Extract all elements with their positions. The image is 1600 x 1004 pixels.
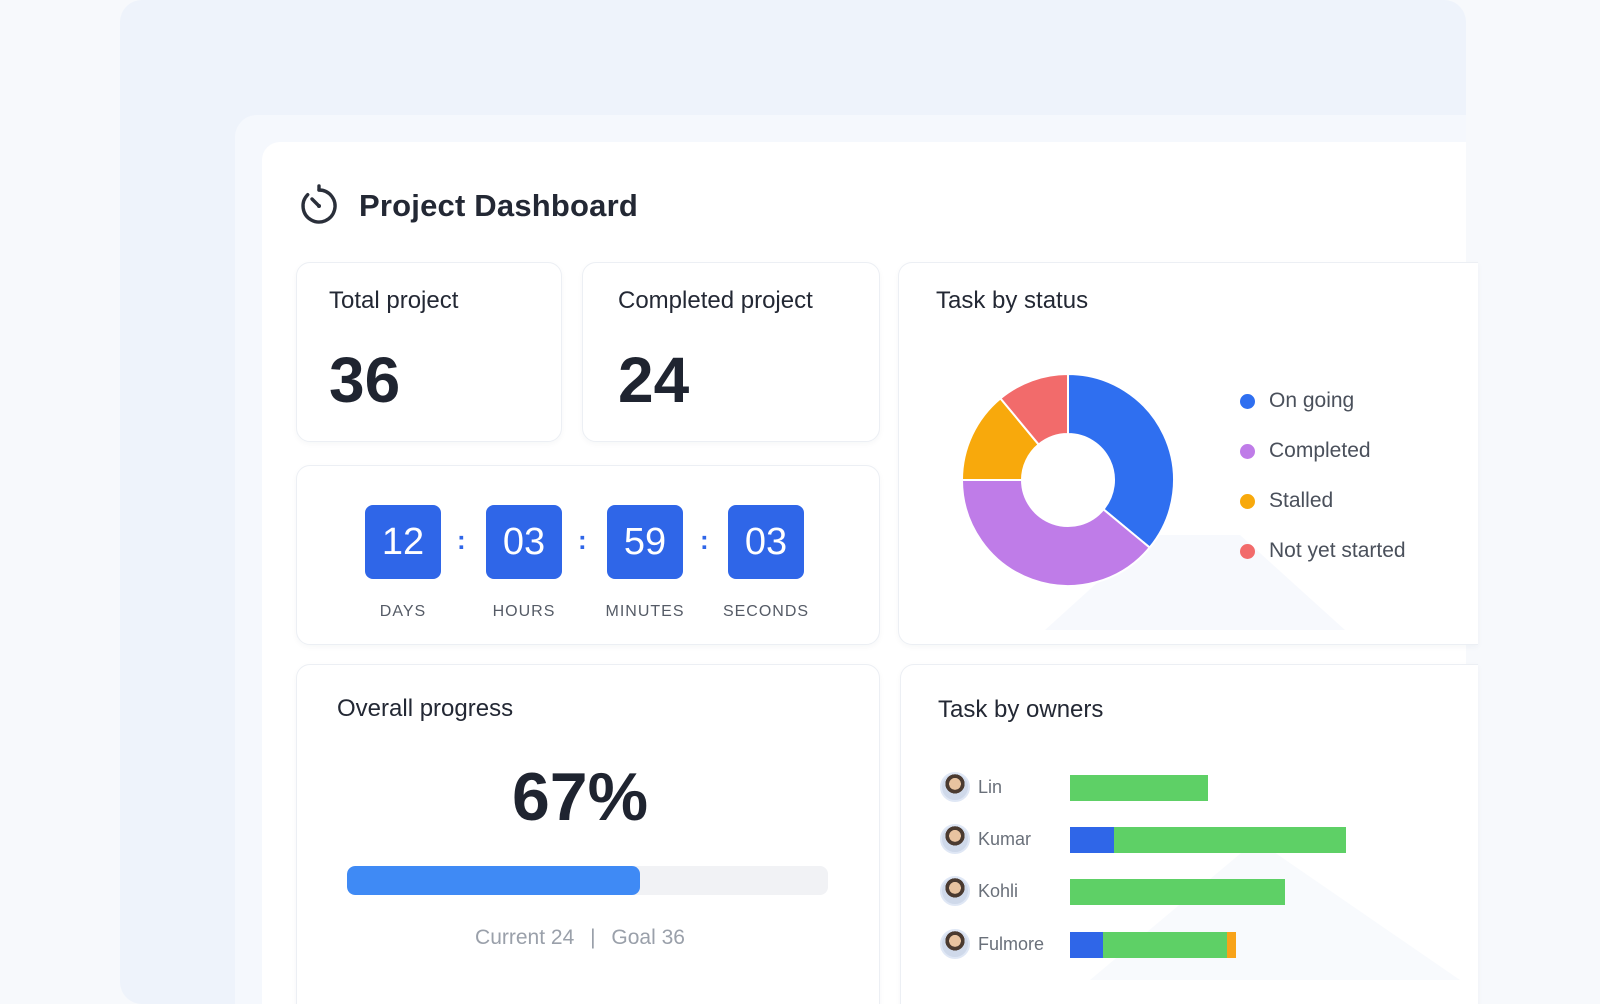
total-project-value: 36: [329, 344, 401, 416]
owner-row[interactable]: Kumar: [940, 823, 1031, 855]
current-label: Current 24: [475, 926, 575, 949]
owner-name: Kohli: [978, 880, 1019, 901]
owner-bar: [1070, 775, 1208, 801]
donut-slice-completed[interactable]: [960, 479, 1152, 587]
task-by-status-title: Task by status: [936, 287, 1089, 314]
page-title: Project Dashboard: [359, 188, 639, 223]
legend-dot: [1240, 493, 1255, 509]
donut-slice-not-yet-started[interactable]: [999, 372, 1069, 446]
completed-project-value: 24: [618, 344, 690, 416]
bar-segment-kumar-blue[interactable]: [1070, 827, 1115, 853]
seconds-label: SECONDS: [722, 603, 810, 620]
status-donut-chart: [960, 372, 1175, 587]
summary-divider: |: [590, 926, 596, 949]
owner-bar: [1070, 827, 1346, 853]
countdown-separator: :: [700, 525, 709, 555]
minutes-label: MINUTES: [605, 603, 685, 620]
bar-segment-kumar-green[interactable]: [1114, 827, 1346, 853]
stopwatch-icon: [301, 184, 337, 224]
bar-segment-kohli-green[interactable]: [1070, 879, 1286, 905]
completed-project-label: Completed project: [618, 287, 813, 314]
hours-label: HOURS: [492, 603, 556, 620]
avatar: [940, 772, 970, 802]
bar-segment-fulmore-blue[interactable]: [1070, 932, 1104, 958]
countdown-separator: :: [578, 525, 587, 555]
donut-slice-on-going[interactable]: [1067, 372, 1175, 549]
total-project-label: Total project: [329, 287, 459, 314]
minutes-value: 59: [607, 505, 683, 579]
progress-fill: [347, 866, 641, 895]
goal-label: Goal 36: [611, 926, 685, 949]
legend-dot: [1240, 393, 1255, 409]
owner-row[interactable]: Kohli: [940, 875, 1018, 907]
progress-track: [347, 866, 828, 895]
total-project-card[interactable]: Total project 36: [296, 262, 562, 442]
overall-progress-title: Overall progress: [337, 695, 514, 722]
seconds-value: 03: [728, 505, 804, 579]
legend-label: Completed: [1269, 439, 1371, 462]
overall-progress-card: [296, 664, 880, 1004]
legend-item-stalled[interactable]: Stalled: [1240, 476, 1406, 526]
countdown-separator: :: [457, 525, 466, 555]
legend-label: On going: [1269, 389, 1355, 412]
owner-name: Kumar: [978, 828, 1032, 849]
task-by-owners-title: Task by owners: [938, 696, 1104, 723]
days-value: 12: [365, 505, 441, 579]
page-header: Project Dashboard: [297, 183, 638, 229]
completed-project-card[interactable]: Completed project 24: [582, 262, 880, 442]
legend-item-on-going[interactable]: On going: [1240, 376, 1406, 426]
days-label: DAYS: [379, 603, 427, 620]
legend-item-not-yet-started[interactable]: Not yet started: [1240, 526, 1406, 576]
avatar: [940, 824, 970, 854]
bar-segment-fulmore-green[interactable]: [1103, 932, 1228, 958]
hours-value: 03: [486, 505, 562, 579]
owner-name: Fulmore: [978, 933, 1045, 954]
countdown-days: 12 DAYS: [365, 505, 441, 621]
countdown-minutes: 59 MINUTES: [606, 505, 684, 621]
owner-row[interactable]: Fulmore: [940, 928, 1044, 960]
legend-label: Stalled: [1269, 489, 1334, 512]
legend-label: Not yet started: [1269, 539, 1406, 562]
owner-bar: [1070, 932, 1236, 958]
countdown-hours: 03 HOURS: [486, 505, 562, 621]
status-legend: On going Completed Stalled Not yet start…: [1240, 376, 1406, 576]
legend-dot: [1240, 443, 1255, 459]
progress-percent: 67%: [511, 759, 649, 835]
legend-item-completed[interactable]: Completed: [1240, 426, 1406, 476]
avatar: [940, 876, 970, 906]
countdown-seconds: 03 SECONDS: [723, 505, 808, 621]
progress-summary: Current 24 | Goal 36: [296, 926, 864, 950]
legend-dot: [1240, 543, 1255, 559]
owner-name: Lin: [978, 776, 1003, 797]
avatar: [940, 929, 970, 959]
owner-row[interactable]: Lin: [940, 771, 1002, 803]
bar-segment-fulmore-orange[interactable]: [1227, 932, 1236, 958]
bar-segment-lin-green[interactable]: [1070, 775, 1208, 801]
owner-bar: [1070, 879, 1286, 905]
